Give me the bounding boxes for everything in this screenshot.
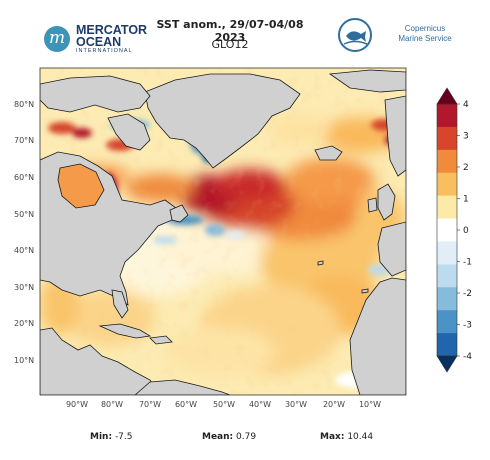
lat-label: 10°N bbox=[14, 356, 34, 365]
stat-max: Max: 10.44 bbox=[320, 432, 374, 442]
iberia-europe bbox=[377, 221, 406, 277]
mexico-central-america bbox=[40, 327, 161, 395]
colorbar-tick-label: 4 bbox=[463, 100, 469, 110]
colorbar-extend-max bbox=[436, 87, 458, 105]
colorbar-segment bbox=[437, 264, 457, 288]
lat-label: 60°N bbox=[14, 173, 34, 182]
colorbar-segment bbox=[437, 195, 457, 219]
map-frame bbox=[39, 67, 407, 396]
colorbar-segment bbox=[437, 172, 457, 196]
british-isles bbox=[377, 183, 396, 221]
africa bbox=[349, 277, 406, 395]
lon-label: 70°W bbox=[139, 400, 161, 409]
longitude-labels: 90°W 80°W 70°W 60°W 50°W 40°W 30°W 20°W … bbox=[66, 400, 381, 409]
stat-min: Min: -7.5 bbox=[90, 432, 133, 442]
colorbar-extend-min bbox=[436, 355, 458, 373]
land-masses bbox=[40, 69, 406, 395]
mercator-logo-name: MERCATOR OCEAN bbox=[76, 23, 148, 49]
lon-label: 40°W bbox=[249, 400, 271, 409]
copernicus-logo-name: Copernicus Marine Service bbox=[398, 24, 452, 43]
iceland bbox=[314, 145, 343, 161]
latitude-labels: 80°N 70°N 60°N 50°N 40°N 30°N 20°N 10°N bbox=[14, 100, 34, 365]
header: m MERCATOR OCEAN INTERNATIONAL SST anom.,… bbox=[0, 0, 490, 62]
lat-label: 20°N bbox=[14, 319, 34, 328]
colorbar-tick-label: -1 bbox=[463, 258, 472, 268]
hispaniola bbox=[149, 335, 173, 345]
stat-mean: Mean: 0.79 bbox=[202, 432, 257, 442]
map-title: SST anom., 29/07-04/08 2023 bbox=[156, 18, 304, 44]
lon-label: 90°W bbox=[66, 400, 88, 409]
colorbar-segment bbox=[437, 218, 457, 242]
lat-label: 50°N bbox=[14, 210, 34, 219]
map-plot-area bbox=[40, 68, 406, 395]
baffin-island bbox=[107, 113, 151, 151]
south-america bbox=[134, 379, 231, 395]
lon-label: 30°W bbox=[285, 400, 307, 409]
newfoundland bbox=[169, 204, 189, 223]
colorbar-tick-label: -4 bbox=[463, 352, 472, 362]
colorbar-segment bbox=[437, 310, 457, 334]
lat-label: 80°N bbox=[14, 100, 34, 109]
lon-label: 50°W bbox=[213, 400, 235, 409]
colorbar-segment bbox=[437, 241, 457, 265]
colorbar-tick-label: -3 bbox=[463, 321, 472, 331]
lon-label: 20°W bbox=[323, 400, 345, 409]
mercator-logo-sub: INTERNATIONAL bbox=[76, 48, 133, 54]
florida bbox=[111, 289, 129, 319]
mercator-ocean-logo: m MERCATOR OCEAN INTERNATIONAL bbox=[44, 24, 179, 58]
lon-label: 10°W bbox=[359, 400, 381, 409]
svalbard-arctic bbox=[328, 69, 406, 93]
cuba bbox=[98, 323, 152, 339]
north-canadian-islands bbox=[40, 75, 151, 113]
colorbar-segment bbox=[437, 126, 457, 151]
colorbar-ticks: 4 3 2 1 0 -1 -2 -3 -4 bbox=[457, 100, 472, 362]
colorbar-segment bbox=[437, 333, 457, 357]
azores bbox=[317, 260, 324, 266]
copernicus-fish-icon bbox=[338, 18, 372, 52]
colorbar-tick-label: 1 bbox=[463, 195, 469, 205]
colorbar-tick-label: 2 bbox=[463, 163, 469, 173]
colorbar-segment bbox=[437, 104, 457, 128]
lon-label: 60°W bbox=[175, 400, 197, 409]
colorbar-tick-label: 0 bbox=[463, 226, 469, 236]
copernicus-logo: Copernicus Marine Service bbox=[338, 18, 468, 56]
colorbar: 4 3 2 1 0 -1 -2 -3 -4 bbox=[436, 87, 472, 373]
colorbar-tick-label: -2 bbox=[463, 289, 472, 299]
colorbar-segment bbox=[437, 149, 457, 174]
mercator-logo-icon: m bbox=[44, 26, 70, 52]
lat-label: 40°N bbox=[14, 246, 34, 255]
map-subtitle: GLO12 bbox=[211, 38, 249, 51]
greenland bbox=[144, 73, 301, 169]
hudson-bay-water bbox=[57, 163, 105, 209]
lon-label: 80°W bbox=[101, 400, 123, 409]
lat-label: 70°N bbox=[14, 136, 34, 145]
colorbar-segments bbox=[437, 104, 457, 357]
canary-islands bbox=[361, 288, 369, 294]
ireland bbox=[367, 197, 378, 213]
colorbar-tick-label: 3 bbox=[463, 132, 469, 142]
colorbar-segment bbox=[437, 287, 457, 311]
lat-label: 30°N bbox=[14, 283, 34, 292]
scandinavia bbox=[384, 95, 406, 177]
